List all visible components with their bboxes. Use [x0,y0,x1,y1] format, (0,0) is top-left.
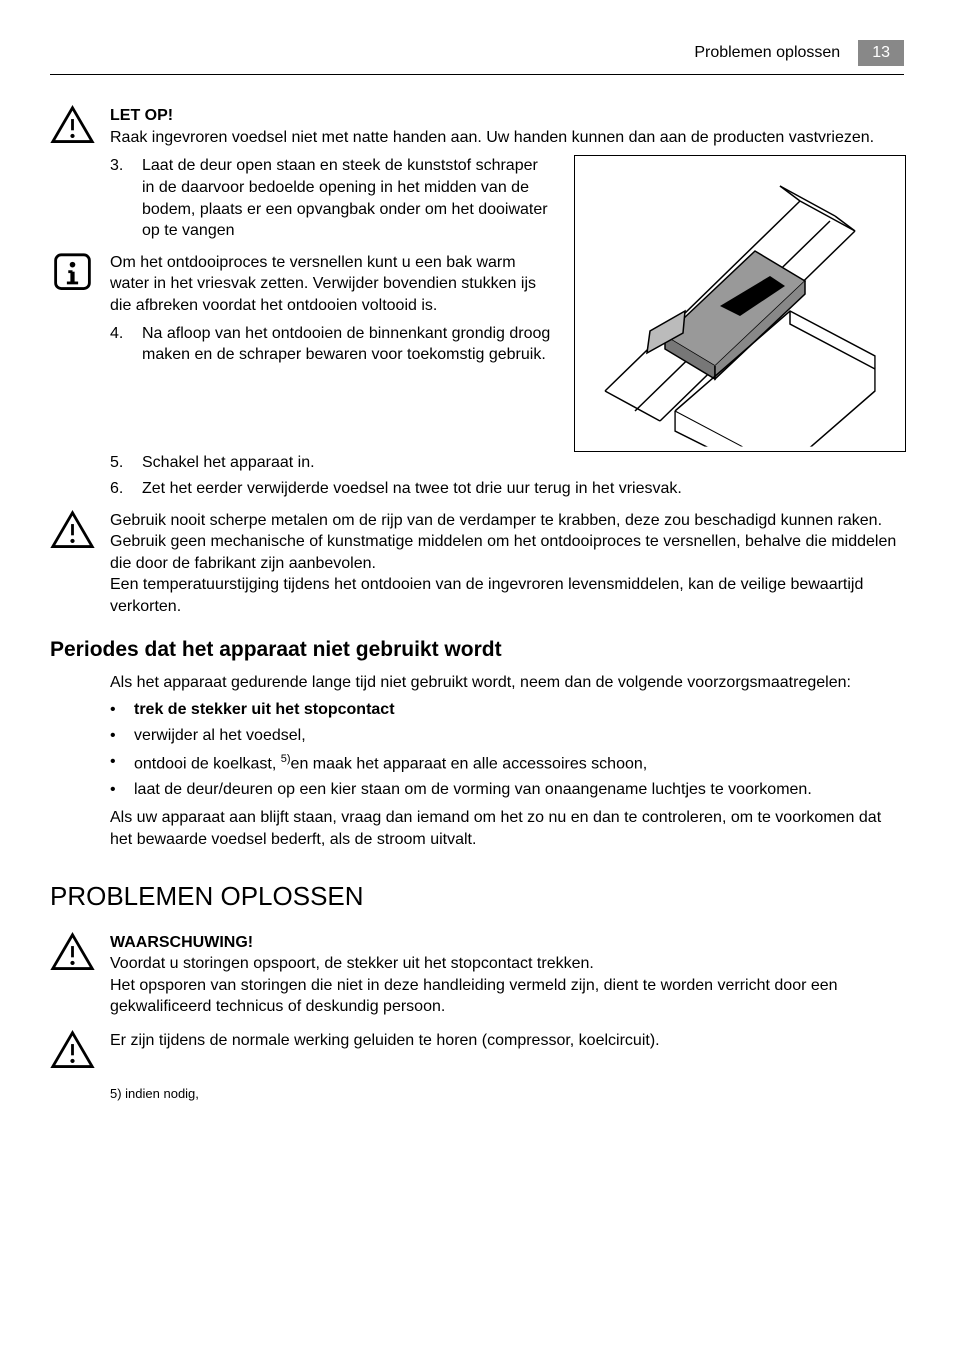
step-number: 4. [110,323,130,366]
step-text: Zet het eerder verwijderde voedsel na tw… [142,478,682,500]
page-number: 13 [858,40,904,66]
info-text: Om het ontdooiproces te versnellen kunt … [110,252,554,317]
section-heading: Periodes dat het apparaat niet gebruikt … [50,638,904,662]
step-number: 5. [110,452,130,474]
footnote: 5) indien nodig, [110,1086,904,1101]
scraper-diagram [574,155,906,452]
warning-icon [50,932,95,1018]
letop-body: Raak ingevroren voedsel niet met natte h… [110,127,904,149]
section-outro: Als uw apparaat aan blijft staan, vraag … [110,807,904,850]
warning-text: Er zijn tijdens de normale werking gelui… [110,1030,904,1074]
step-text: Schakel het apparaat in. [142,452,315,474]
step-text: Na afloop van het ontdooien de binnenkan… [142,323,554,366]
warning-icon [50,510,95,618]
bullet-text: verwijder al het voedsel, [134,727,306,745]
waarschuwing-title: WAARSCHUWING! [110,932,904,954]
section-intro: Als het apparaat gedurende lange tijd ni… [110,672,904,694]
waarschuwing-text: Het opsporen van storingen die niet in d… [110,975,904,1018]
bullet: • [110,701,122,719]
warning-icon [50,105,95,149]
bullet-text: ontdooi de koelkast, 5)en maak het appar… [134,753,647,773]
page-header: Problemen oplossen 13 [50,40,904,75]
warning-icon [50,1030,95,1074]
warning-text: Een temperatuurstijging tijdens het ontd… [110,574,904,617]
main-section-heading: PROBLEMEN OPLOSSEN [50,881,904,912]
bullet-text: laat de deur/deuren op een kier staan om… [134,781,812,799]
warning-text: Gebruik nooit scherpe metalen om de rijp… [110,510,904,532]
bullet: • [110,753,122,773]
info-icon [50,252,95,317]
bullet-text: trek de stekker uit het stopcontact [134,701,395,719]
bullet: • [110,781,122,799]
step-number: 6. [110,478,130,500]
bullet: • [110,727,122,745]
letop-title: LET OP! [110,105,904,127]
step-number: 3. [110,155,130,241]
header-title: Problemen oplossen [694,44,840,62]
step-text: Laat de deur open staan en steek de kuns… [142,155,554,241]
warning-text: Gebruik geen mechanische of kunstmatige … [110,531,904,574]
waarschuwing-text: Voordat u storingen opspoort, de stekker… [110,953,904,975]
